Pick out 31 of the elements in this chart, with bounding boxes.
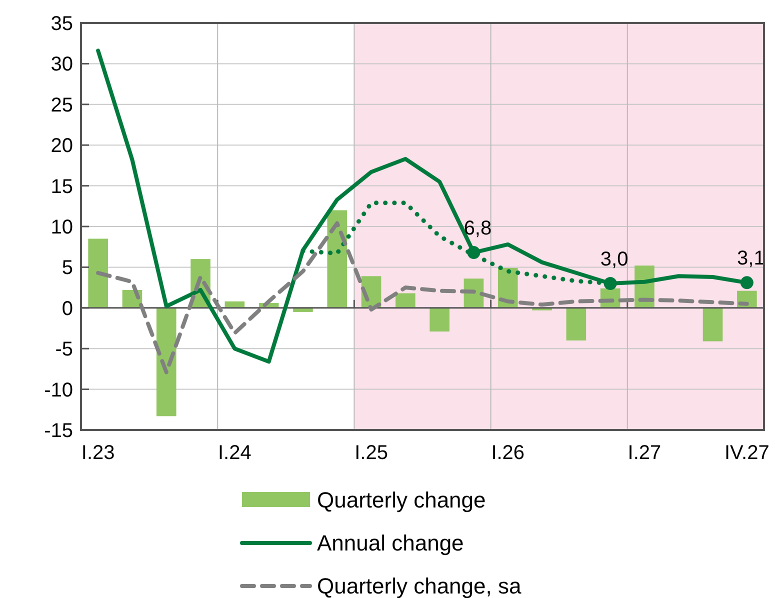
point [740,276,754,290]
legend-label: Quarterly change, sa [317,574,522,598]
x-tick-label: IV.27 [724,442,770,464]
data-label: 3,1 [737,248,765,270]
y-tick-label: 10 [50,216,73,238]
y-tick-label: 25 [50,94,73,116]
y-tick-label: 0 [62,298,73,320]
data-label: 6,8 [464,218,492,240]
bar [156,308,176,416]
x-tick-label: I.25 [354,442,388,464]
x-tick-label: I.26 [491,442,525,464]
x-tick-label: I.23 [81,442,115,464]
y-tick-label: 15 [50,176,73,198]
x-tick-label: I.27 [628,442,662,464]
x-tick-label: I.24 [218,442,252,464]
y-tick-label: -10 [44,379,73,402]
bar [430,308,450,332]
y-tick-label: 20 [50,135,73,158]
y-tick-label: -5 [55,338,73,361]
bar [396,293,416,308]
bar [327,210,348,308]
y-tick-label: -15 [44,420,73,442]
legend-label: Annual change [317,530,464,556]
bar [88,238,108,308]
bar [702,308,723,342]
bar [566,308,586,340]
legend-label: Quarterly change [317,488,486,513]
y-tick-label: 5 [62,257,73,280]
y-tick-label: 35 [50,13,73,35]
y-tick-label: 30 [50,54,73,76]
data-label: 3,0 [600,248,628,270]
